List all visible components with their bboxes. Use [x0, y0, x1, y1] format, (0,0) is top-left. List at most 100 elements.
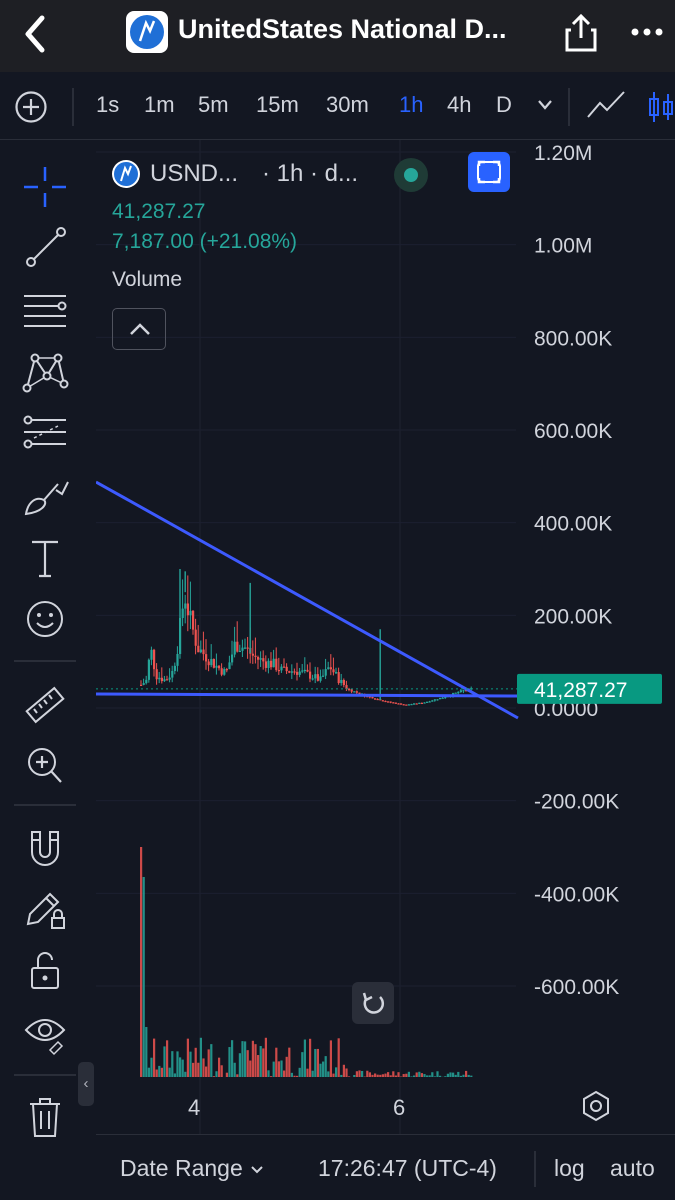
- volume-bar: [140, 847, 143, 1077]
- candle-body: [423, 702, 426, 704]
- volume-bar: [459, 1075, 462, 1077]
- tf-15m[interactable]: 15m: [256, 92, 299, 117]
- volume-bar: [220, 1065, 223, 1077]
- time-readout[interactable]: 17:26:47 (UTC-4): [318, 1155, 497, 1181]
- back-button[interactable]: [18, 14, 52, 54]
- tf-1h[interactable]: 1h: [399, 92, 424, 117]
- token-logo: [126, 11, 168, 53]
- symbol-name[interactable]: USND...: [150, 160, 239, 187]
- parallel-lines-icon: [24, 295, 67, 327]
- tf-d[interactable]: D: [496, 92, 512, 117]
- brush-tool[interactable]: [18, 472, 72, 522]
- volume-bar: [194, 1047, 197, 1077]
- lock-drawing-tool[interactable]: [18, 884, 72, 934]
- price-axis-label: 400.00K: [534, 513, 612, 536]
- zoom-tool[interactable]: [18, 740, 72, 790]
- candle-body: [327, 667, 330, 670]
- magnet-tool[interactable]: [18, 824, 72, 874]
- candle-body: [426, 701, 429, 703]
- price-chart[interactable]: 1.20M1.00M800.00K600.00K400.00K200.00K0.…: [96, 140, 675, 1134]
- reset-chart-button[interactable]: [352, 982, 394, 1024]
- log-scale-button[interactable]: log: [554, 1155, 585, 1181]
- market-status-indicator[interactable]: [394, 158, 428, 192]
- chart-type-candles-button[interactable]: [646, 90, 675, 124]
- timeframe-dropdown[interactable]: [536, 98, 554, 112]
- candle-body: [163, 679, 166, 682]
- emoji-tool[interactable]: [18, 594, 72, 644]
- trend-line-drawing: [96, 480, 519, 720]
- volume-bar: [327, 1071, 330, 1077]
- candle-body: [270, 660, 273, 668]
- candle-body: [418, 702, 421, 705]
- share-button[interactable]: [562, 12, 600, 54]
- smiley-icon: [27, 601, 63, 637]
- volume-bar: [257, 1055, 260, 1077]
- candle-body: [322, 675, 325, 677]
- collapse-toolbar-button[interactable]: ‹: [78, 1062, 94, 1106]
- candle-body: [314, 674, 317, 679]
- volume-bar: [426, 1075, 429, 1077]
- tf-4h[interactable]: 4h: [447, 92, 472, 117]
- crosshair-tool[interactable]: [18, 162, 72, 212]
- symbol-interval: · 1h · d...: [262, 160, 359, 187]
- volume-bar: [225, 1072, 228, 1077]
- candle-body: [184, 603, 187, 609]
- horizontal-lines-tool[interactable]: [18, 286, 72, 336]
- candle-body: [280, 666, 283, 671]
- volume-bar: [142, 877, 145, 1077]
- tf-5m[interactable]: 5m: [198, 92, 229, 117]
- volume-bar: [249, 1060, 252, 1077]
- chevron-up-icon: [130, 323, 150, 335]
- bottom-bar: Date Range 17:26:47 (UTC-4) log auto: [96, 1134, 675, 1200]
- candle-body: [290, 671, 293, 673]
- prediction-tool[interactable]: [18, 408, 72, 458]
- candle-body: [275, 658, 278, 670]
- measure-tool[interactable]: [18, 680, 72, 730]
- candle-body: [415, 703, 418, 705]
- candle-body: [262, 658, 265, 662]
- candle-body: [350, 689, 353, 692]
- candle-body: [246, 647, 249, 649]
- candle-body: [166, 679, 169, 681]
- add-interval-button[interactable]: [14, 90, 48, 124]
- volume-bar: [316, 1048, 319, 1077]
- volume-bar: [176, 1051, 179, 1077]
- chevron-down-icon: [251, 1166, 263, 1174]
- volume-bar: [285, 1056, 288, 1077]
- candle-body: [257, 656, 260, 660]
- volume-bar: [290, 1072, 293, 1077]
- volume-bar: [433, 1076, 436, 1077]
- pattern-tool[interactable]: [18, 346, 72, 396]
- trend-line-tool[interactable]: [18, 222, 72, 272]
- separator: [14, 1074, 76, 1076]
- volume-label: Volume: [112, 268, 183, 291]
- fullscreen-button[interactable]: [468, 152, 510, 192]
- tf-1s[interactable]: 1s: [96, 92, 120, 117]
- volume-bar: [355, 1071, 358, 1077]
- date-range-button[interactable]: Date Range: [120, 1155, 265, 1182]
- unlock-tool[interactable]: [18, 946, 72, 996]
- tf-1m[interactable]: 1m: [144, 92, 175, 117]
- tf-30m[interactable]: 30m: [326, 92, 369, 117]
- price-axis-label: 1.00M: [534, 235, 592, 258]
- candle-body: [457, 692, 460, 694]
- forecast-icon: [23, 415, 66, 449]
- volume-bar: [449, 1072, 452, 1077]
- visibility-tool[interactable]: [18, 1006, 72, 1056]
- separator: [72, 88, 74, 126]
- volume-bar: [163, 1046, 166, 1077]
- chart-pane[interactable]: 1.20M 1.00M 800.00K 600.00K 400.00K 200.00K 0.…: [96, 140, 675, 1134]
- volume-bar: [233, 1062, 236, 1077]
- delete-tool[interactable]: [18, 1092, 72, 1142]
- legend-collapse-button[interactable]: [112, 308, 166, 350]
- candle-body: [394, 702, 397, 704]
- volume-bar: [270, 1076, 273, 1077]
- more-button[interactable]: [630, 22, 664, 42]
- auto-scale-button[interactable]: auto: [610, 1155, 655, 1181]
- candle-body: [236, 641, 239, 652]
- candle-body: [202, 649, 205, 655]
- chart-type-line-button[interactable]: [586, 90, 626, 120]
- volume-bar: [197, 1062, 200, 1077]
- chart-settings-button[interactable]: [578, 1088, 614, 1124]
- text-tool[interactable]: [18, 534, 72, 584]
